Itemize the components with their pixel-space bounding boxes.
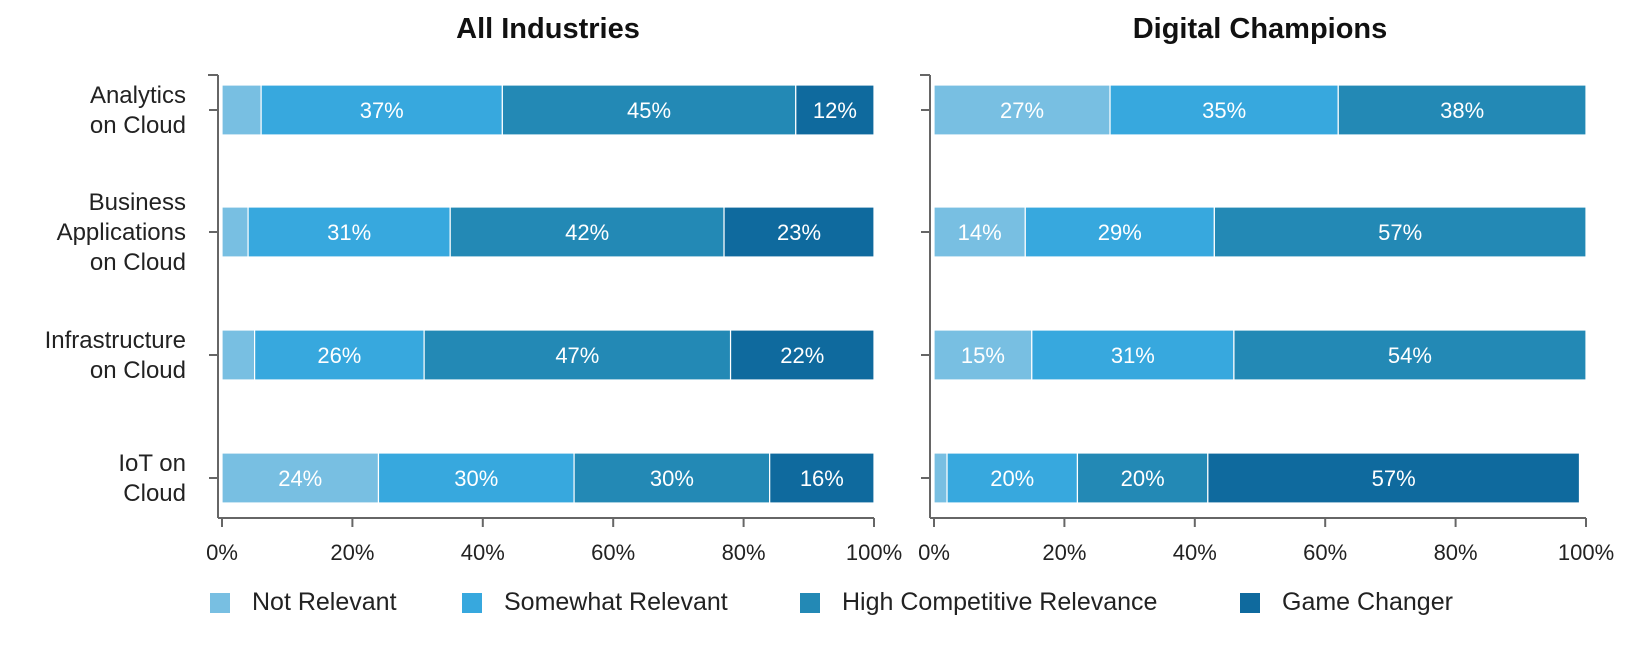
bar-segment-game-changer (1207, 452, 1581, 504)
data-label: 20% (990, 466, 1034, 491)
bar-segment-not-relevant (933, 84, 1111, 136)
data-label: 30% (454, 466, 498, 491)
x-tick-label: 20% (330, 540, 374, 565)
chart-panel-digital-champions: Digital Champions 0% 20% 40% 60% 80% 100% 27% 35… (918, 13, 1614, 565)
data-label: 57% (1378, 220, 1422, 245)
legend-swatch-game-changer (1240, 593, 1260, 613)
bar-segment-game-changer (729, 329, 875, 381)
data-label: 38% (1440, 98, 1484, 123)
data-label: 24% (278, 466, 322, 491)
data-label: 14% (958, 220, 1002, 245)
data-label: 42% (565, 220, 609, 245)
x-tick-label: 80% (1434, 540, 1478, 565)
bar-segment-somewhat-relevant (1024, 206, 1215, 258)
legend-swatch-high-competitive-relevance (800, 593, 820, 613)
bar-segment-high-competitive-relevance (1337, 84, 1587, 136)
bar-segment-high-competitive-relevance (1213, 206, 1587, 258)
legend-label-high-competitive-relevance: High Competitive Relevance (842, 588, 1157, 616)
data-label: 47% (555, 343, 599, 368)
legend-label-game-changer: Game Changer (1282, 588, 1453, 616)
legend-swatch-not-relevant (210, 593, 230, 613)
bar-segment-not-relevant (221, 329, 256, 381)
category-label-analytics-on-cloud: Analytics on Cloud (90, 82, 186, 139)
data-label: 20% (1121, 466, 1165, 491)
chart-title: Digital Champions (1133, 13, 1388, 45)
bar-segment-high-competitive-relevance (1233, 329, 1587, 381)
data-label: 26% (317, 343, 361, 368)
bar-segment-not-relevant (221, 84, 262, 136)
x-tick-label: 40% (461, 540, 505, 565)
category-label-business-applications-on-cloud: Business Applications on Cloud (57, 189, 186, 276)
bar-segment-game-changer (723, 206, 875, 258)
data-label: 22% (780, 343, 824, 368)
data-label: 45% (627, 98, 671, 123)
x-tick-label: 0% (206, 540, 238, 565)
data-label: 15% (961, 343, 1005, 368)
legend-label-not-relevant: Not Relevant (252, 588, 397, 616)
bar-segment-not-relevant (221, 452, 380, 504)
bar-segment-not-relevant (933, 452, 948, 504)
bar-segment-high-competitive-relevance (449, 206, 725, 258)
legend-swatch-somewhat-relevant (462, 593, 482, 613)
data-label: 23% (777, 220, 821, 245)
x-tick-label: 80% (722, 540, 766, 565)
data-label: 16% (800, 466, 844, 491)
bar-segment-not-relevant (933, 206, 1026, 258)
data-label: 31% (327, 220, 371, 245)
data-label: 35% (1202, 98, 1246, 123)
bar-segment-somewhat-relevant (946, 452, 1079, 504)
bar-segment-somewhat-relevant (247, 206, 451, 258)
data-label: 57% (1372, 466, 1416, 491)
bar-segment-somewhat-relevant (1031, 329, 1235, 381)
data-label: 12% (813, 98, 857, 123)
chart-title: All Industries (456, 13, 640, 45)
bar-segment-not-relevant (221, 206, 249, 258)
bar-segment-somewhat-relevant (377, 452, 575, 504)
data-label: 54% (1388, 343, 1432, 368)
legend-label-somewhat-relevant: Somewhat Relevant (504, 588, 728, 616)
category-label-infrastructure-on-cloud: Infrastructure on Cloud (45, 327, 186, 384)
bar-segment-game-changer (769, 452, 875, 504)
legend: Not Relevant Somewhat Relevant High Compet… (210, 588, 1453, 616)
data-label: 31% (1111, 343, 1155, 368)
bar-segment-high-competitive-relevance (501, 84, 797, 136)
data-label: 37% (360, 98, 404, 123)
x-tick-label: 60% (591, 540, 635, 565)
bar-segment-game-changer (795, 84, 875, 136)
bar-segment-somewhat-relevant (1109, 84, 1339, 136)
data-label: 27% (1000, 98, 1044, 123)
x-tick-label: 100% (1558, 540, 1614, 565)
x-tick-label: 100% (846, 540, 902, 565)
x-tick-label: 40% (1173, 540, 1217, 565)
chart-panel-all-industries: All Industries 0% 20% 40% 60% 80% 100% Analytic… (45, 13, 903, 565)
category-label-iot-on-cloud: IoT on Cloud (118, 450, 186, 507)
x-tick-label: 60% (1303, 540, 1347, 565)
bar-segment-somewhat-relevant (254, 329, 425, 381)
x-tick-label: 20% (1042, 540, 1086, 565)
x-tick-label: 0% (918, 540, 950, 565)
data-label: 30% (650, 466, 694, 491)
data-label: 29% (1098, 220, 1142, 245)
